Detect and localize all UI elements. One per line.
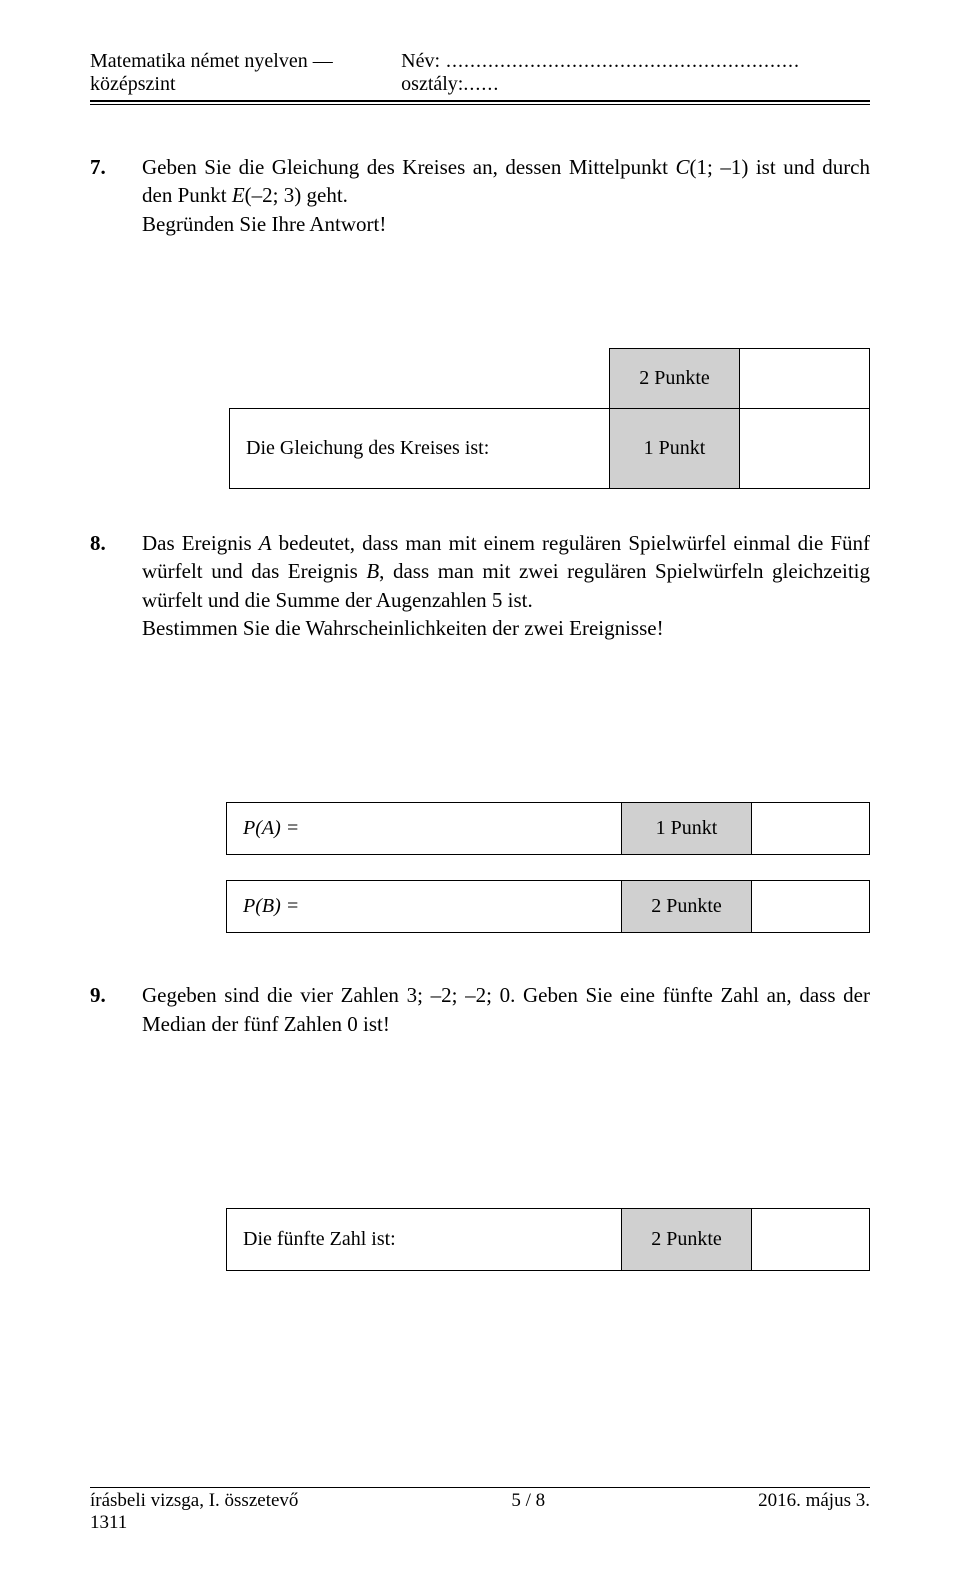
q8-t1: Das Ereignis (142, 531, 259, 555)
class-label: osztály: (401, 73, 463, 95)
question-8: 8. Das Ereignis A bedeutet, dass man mit… (90, 529, 870, 642)
class-dots: ...... (463, 73, 499, 95)
q8-A: A (259, 531, 272, 555)
q8-line2: Bestimmen Sie die Wahrscheinlichkeiten d… (142, 616, 664, 640)
name-label: Név: (401, 50, 440, 72)
q7-E: E (232, 183, 245, 207)
question-9: 9. Gegeben sind die vier Zahlen 3; –2; –… (90, 981, 870, 1038)
q8-pa-label: P(A) = (227, 803, 622, 855)
footer-rule (90, 1487, 870, 1488)
q7-line2: Begründen Sie Ihre Antwort! (142, 212, 386, 236)
q9-answer-block: Die fünfte Zahl ist: 2 Punkte (90, 1208, 870, 1271)
page: Matematika német nyelven — középszint Né… (0, 0, 960, 1584)
q8-B: B (366, 559, 379, 583)
q9-answer-label: Die fünfte Zahl ist: (227, 1209, 622, 1271)
header-right: Név: ...................................… (401, 50, 870, 96)
q8-answer-block: P(A) = 1 Punkt P(B) = 2 Punkte (90, 802, 870, 933)
content-area: 7. Geben Sie die Gleichung des Kreises a… (90, 105, 870, 1487)
footer-right: 2016. május 3. (758, 1490, 870, 1534)
q8-number: 8. (90, 529, 142, 642)
q8-pa-points: 1 Punkt (622, 803, 752, 855)
q8-pb-blank[interactable] (752, 881, 870, 933)
name-dots: ........................................… (440, 50, 800, 72)
q7-empty-tl (230, 349, 610, 409)
q8-text: Das Ereignis A bedeutet, dass man mit ei… (142, 529, 870, 642)
q9-number: 9. (90, 981, 142, 1038)
q7-C: C (676, 155, 690, 179)
footer-left-line1: írásbeli vizsga, I. összetevő (90, 1490, 298, 1511)
q7-text: Geben Sie die Gleichung des Kreises an, … (142, 153, 870, 238)
q7-table: 2 Punkte Die Gleichung des Kreises ist: … (229, 348, 870, 489)
q7-Eargs: (–2; 3) (245, 183, 302, 207)
q7-points-bottom: 1 Punkt (610, 409, 740, 489)
q7-number: 7. (90, 153, 142, 238)
q8-pa-label-text: P(A) = (243, 817, 299, 839)
q7-blank-bottom[interactable] (740, 409, 870, 489)
q7-blank-top[interactable] (740, 349, 870, 409)
q8-pa-blank[interactable] (752, 803, 870, 855)
page-header: Matematika német nyelven — középszint Né… (90, 50, 870, 96)
q7-answer-block: 2 Punkte Die Gleichung des Kreises ist: … (90, 348, 870, 489)
q7-Cargs: (1; –1) (690, 155, 749, 179)
q7-end: geht. (301, 183, 348, 207)
footer-row: írásbeli vizsga, I. összetevő 1311 5 / 8… (90, 1490, 870, 1534)
q8-pb-label: P(B) = (227, 881, 622, 933)
q8-table: P(A) = 1 Punkt P(B) = 2 Punkte (226, 802, 870, 933)
q7-points-top: 2 Punkte (610, 349, 740, 409)
footer-left: írásbeli vizsga, I. összetevő 1311 (90, 1490, 298, 1534)
q7-answer-label: Die Gleichung des Kreises ist: (230, 409, 610, 489)
footer-center: 5 / 8 (511, 1490, 545, 1534)
header-left: Matematika német nyelven — középszint (90, 50, 401, 96)
header-rule-top (90, 100, 870, 102)
q7-t1: Geben Sie die Gleichung des Kreises an, … (142, 155, 676, 179)
q8-pb-points: 2 Punkte (622, 881, 752, 933)
q9-points: 2 Punkte (622, 1209, 752, 1271)
footer-left-line2: 1311 (90, 1512, 127, 1533)
question-7: 7. Geben Sie die Gleichung des Kreises a… (90, 153, 870, 238)
q9-text: Gegeben sind die vier Zahlen 3; –2; –2; … (142, 981, 870, 1038)
q9-table: Die fünfte Zahl ist: 2 Punkte (226, 1208, 870, 1271)
q8-pb-label-text: P(B) = (243, 895, 299, 917)
page-footer: írásbeli vizsga, I. összetevő 1311 5 / 8… (90, 1487, 870, 1534)
q9-blank[interactable] (752, 1209, 870, 1271)
